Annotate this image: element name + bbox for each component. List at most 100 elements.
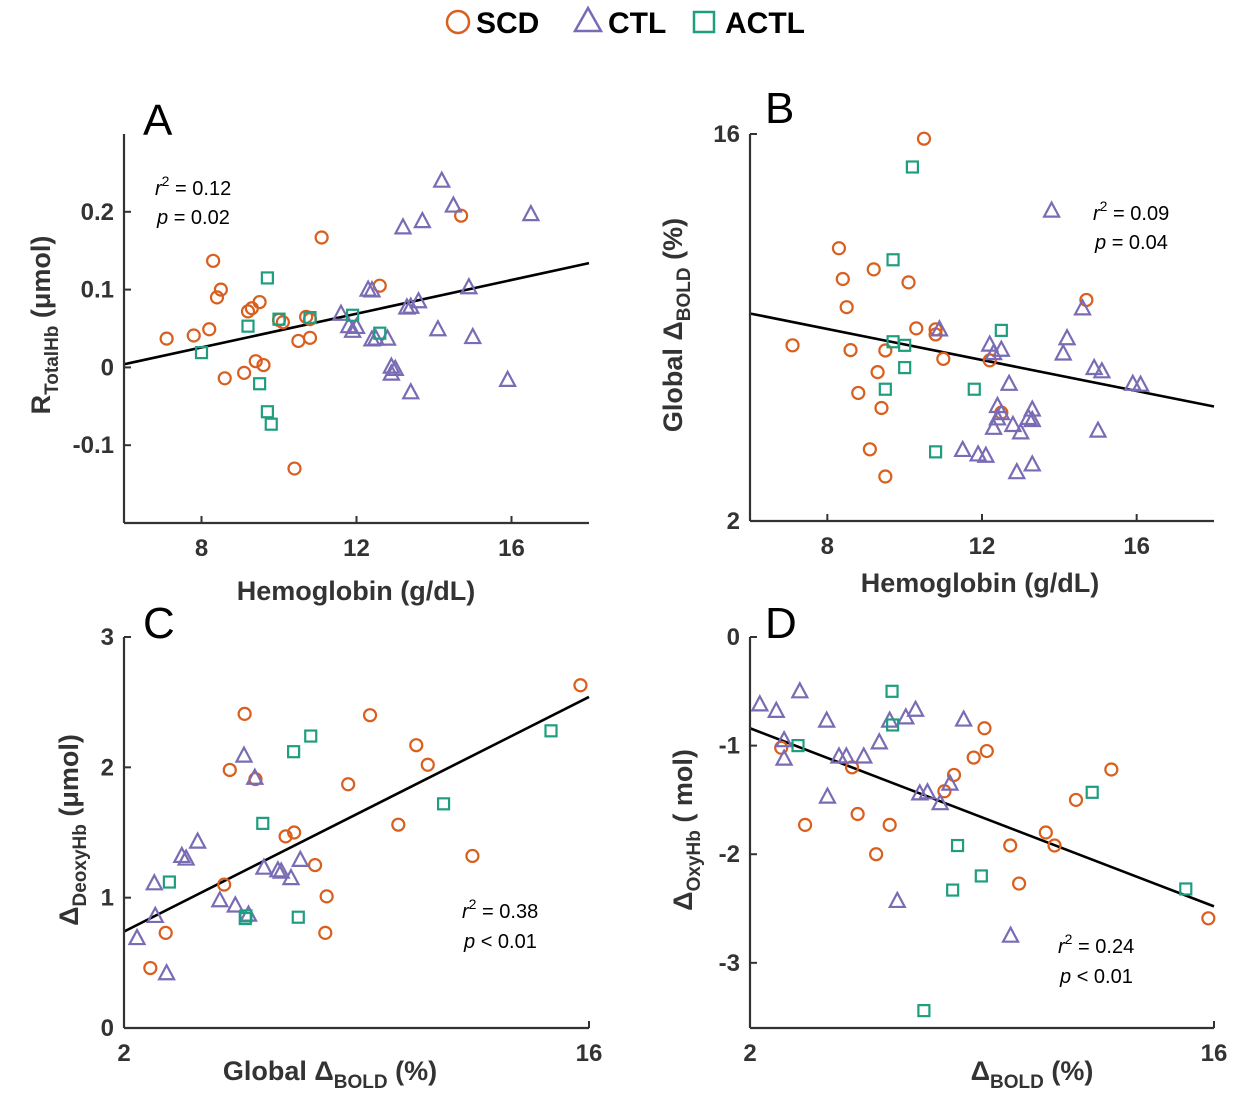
panel-d-point-ctl [887, 890, 907, 909]
panel-d-fit-layer [749, 727, 1215, 908]
panel-a-point-ctl [401, 296, 421, 314]
panel-d-point-ctl [869, 732, 889, 750]
panel-b-point-scd [878, 343, 893, 358]
panel-b-point-ctl [1007, 461, 1027, 480]
panel-b-point-ctl [984, 342, 1003, 361]
panel-c-point-scd [341, 777, 356, 792]
panel-d-point-actl [917, 1004, 931, 1018]
legend-marker-scd [445, 9, 471, 35]
panel-a-point-actl [264, 417, 278, 431]
panel-a-point-ctl [463, 326, 483, 345]
panel-d-point-ctl [817, 710, 837, 728]
panel-b-point-ctl [1022, 399, 1042, 417]
panel-d-point-ctl [940, 773, 960, 791]
panel-d-point-scd [966, 750, 981, 765]
panel-d-point-scd [1201, 911, 1216, 926]
panel-a-point-scd [213, 282, 228, 297]
panel-a-point-scd [302, 330, 318, 345]
panel-c-point-scd [319, 889, 334, 904]
panel-b-xtick-label: 12 [969, 533, 996, 560]
panel-a-point-scd [454, 208, 469, 223]
panel-b-point-scd [909, 321, 924, 336]
panel-b-point-scd [839, 300, 854, 315]
panel-c-point-ctl [145, 905, 165, 924]
panel-a: 8 12 16 -0.1 0 0.1 0.2 A r2 = 0.12 p = 0.02 He… [26, 96, 590, 606]
panel-d-point-scd [869, 847, 884, 862]
panel-c-point-ctl [234, 745, 254, 763]
panel-d-point-scd [882, 817, 897, 832]
panel-a-point-scd [240, 304, 256, 319]
panel-b-point-scd [936, 351, 951, 366]
panel-c-point-scd [420, 757, 435, 772]
panel-c-point-actl [291, 910, 305, 924]
panel-a-point-ctl [444, 195, 463, 213]
panel-a-fit-layer [123, 261, 590, 366]
panel-a-point-scd [209, 290, 225, 305]
panel-d-point-scd [1068, 792, 1084, 808]
panel-a-point-ctl [331, 303, 351, 321]
panel-c-point-scd [237, 706, 252, 721]
panel-c-axes-layer [122, 637, 589, 1030]
legend-label-ctl: CTL [608, 7, 666, 40]
panel-d-point-scd [1104, 762, 1119, 777]
legend-item-actl: ACTL [692, 7, 805, 40]
panel-c-xtick-label: 2 [117, 1040, 130, 1067]
panel-b-point-scd [866, 262, 881, 277]
panel-c-stat-p: p < 0.01 [463, 931, 537, 953]
panel-d-point-scd [797, 817, 813, 832]
panel-c-point-actl [239, 909, 253, 923]
panel-c-fit-line [123, 695, 590, 933]
panel-c-ytick-label: 3 [101, 624, 114, 651]
panel-a-point-ctl [362, 280, 382, 298]
panel-a-point-actl [373, 326, 387, 340]
panel-b-ytick-label: 2 [727, 508, 740, 535]
panel-d-point-ctl [774, 729, 794, 748]
panel-a-point-scd [206, 253, 221, 268]
panel-c-point-ctl [210, 889, 230, 908]
panel-a-point-scd [291, 333, 306, 349]
panel-a-point-scd [237, 365, 252, 380]
panel-a-point-actl [194, 346, 209, 360]
panel-b-point-ctl [999, 373, 1019, 391]
panel-b-points-layer [785, 131, 1150, 484]
panel-b-point-ctl [1092, 360, 1112, 379]
panel-d-point-actl [791, 739, 805, 753]
panel-c-point-scd [222, 762, 237, 778]
panel-a-ylabel: RTotalHb (μmol) [26, 236, 63, 415]
panel-c-point-ctl [157, 962, 176, 981]
panel-b-point-ctl [1003, 414, 1023, 433]
panel-d-point-actl [946, 883, 960, 897]
panel-d-point-actl [950, 838, 965, 853]
panel-a-letter: A [143, 96, 173, 145]
panel-a-ytick-label: 0.1 [81, 277, 114, 304]
panel-b-point-ctl [1131, 374, 1150, 392]
panel-b-point-actl [878, 382, 892, 396]
panel-b-point-ctl [1088, 420, 1108, 438]
panel-b-point-scd [901, 275, 916, 290]
panel-b-point-scd [916, 131, 932, 146]
panel-a-ytick-label: -0.1 [73, 432, 114, 459]
panel-b-stat-p: p = 0.04 [1094, 232, 1168, 254]
panel-d-point-scd [1003, 838, 1018, 853]
panel-c-stat-r2: r2 = 0.38 [462, 896, 538, 923]
panel-b-xlabel: Hemoglobin (g/dL) [861, 568, 1099, 598]
panel-c-point-ctl [254, 857, 274, 875]
panel-c-point-scd [573, 678, 588, 693]
panel-d-point-ctl [854, 746, 874, 764]
panel-d-stat-r2: r2 = 0.24 [1058, 931, 1134, 958]
panel-b-point-scd [843, 342, 858, 358]
legend-marker-actl [692, 10, 716, 34]
panel-d-ytick-label: -3 [719, 950, 740, 977]
panel-d-point-ctl [918, 781, 937, 800]
panel-d-point-ctl [818, 786, 837, 804]
panel-b-point-ctl [1042, 200, 1061, 218]
panel-a-ytick-label: 0.2 [81, 199, 114, 226]
panel-d-ylabel: ΔOxyHb ( mol) [668, 749, 705, 911]
panel-a-xlabel: Hemoglobin (g/dL) [237, 576, 475, 606]
panel-c-point-ctl [245, 767, 265, 785]
panel-c-point-ctl [281, 867, 301, 886]
panel-a-point-scd [186, 328, 201, 343]
panel-b-point-scd [878, 469, 893, 484]
panel-b-point-scd [862, 442, 877, 457]
panel-c-ytick-label: 2 [101, 754, 114, 781]
